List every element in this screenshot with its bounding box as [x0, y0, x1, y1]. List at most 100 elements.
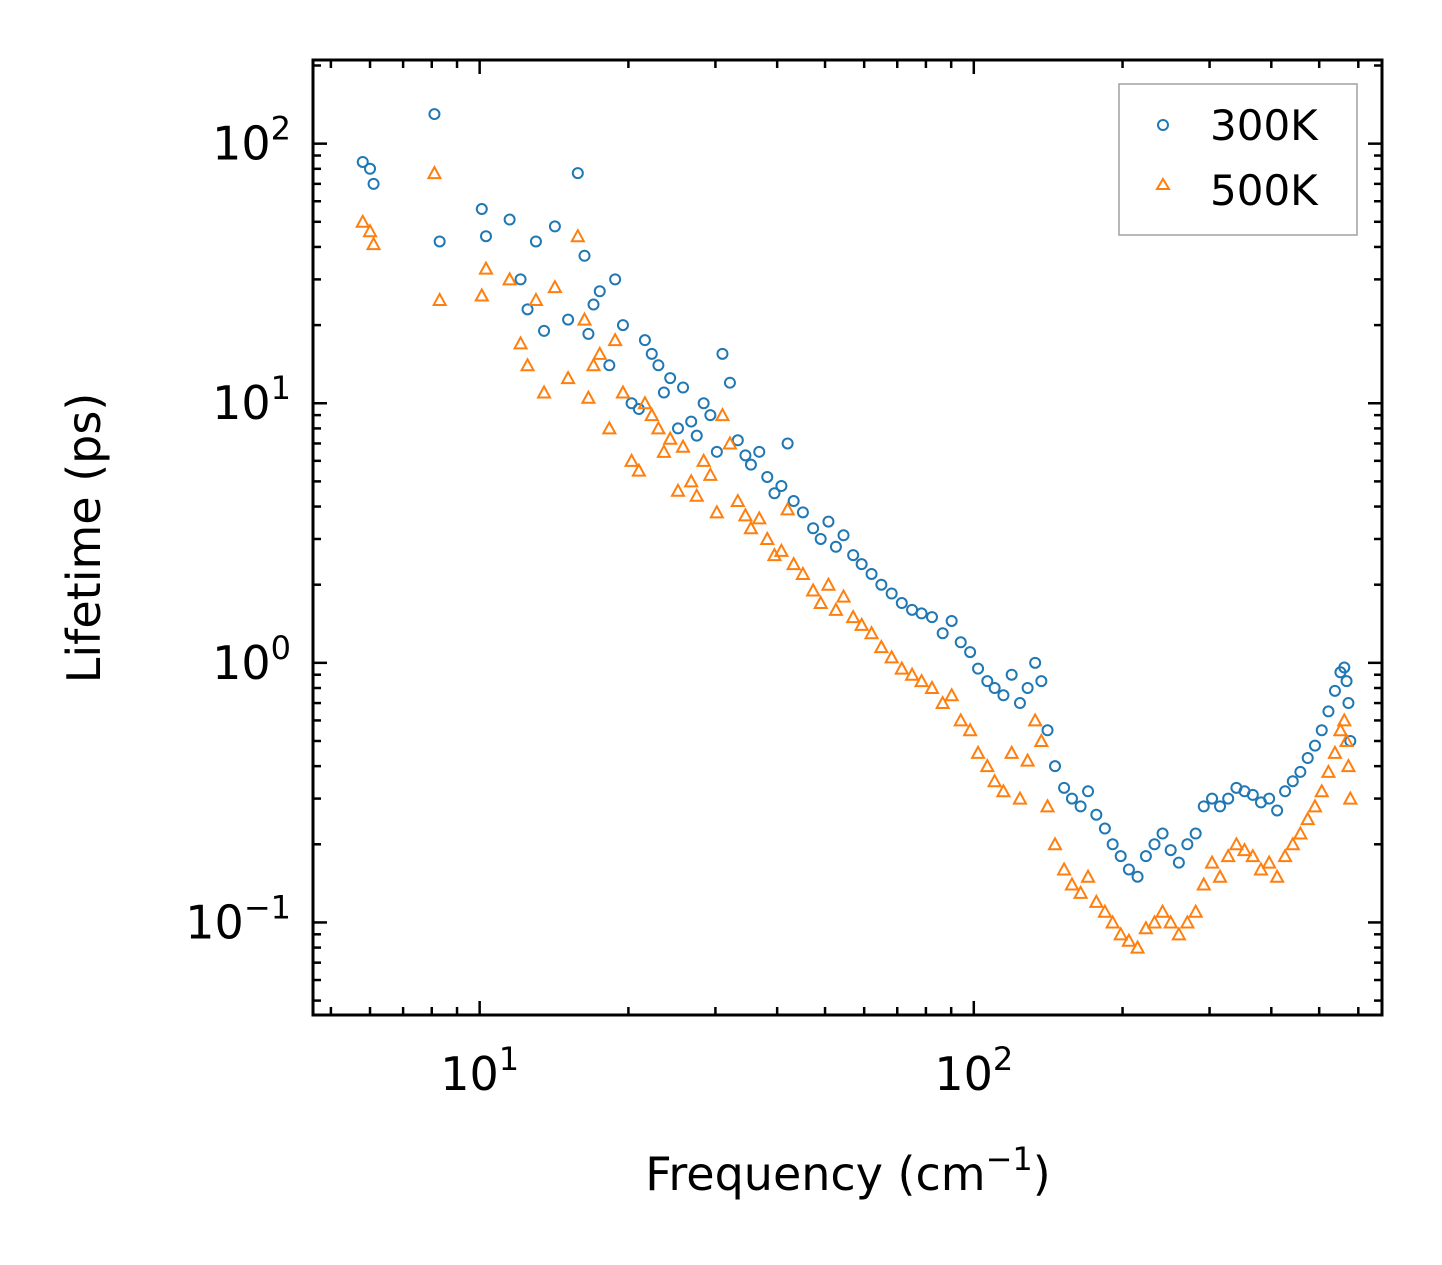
point-500K: [737, 507, 754, 522]
point-300K: [645, 347, 658, 360]
point-300K: [954, 636, 967, 649]
point-300K: [1189, 827, 1202, 840]
point-500K: [1097, 903, 1113, 918]
point-300K: [1214, 800, 1227, 813]
point-300K: [571, 167, 584, 180]
legend-box: [1118, 83, 1358, 236]
point-500K: [820, 576, 837, 591]
point-500K: [962, 722, 978, 737]
point-300K: [1041, 724, 1054, 737]
point-500K: [795, 565, 811, 580]
point-300K: [964, 646, 977, 659]
point-500K: [528, 291, 544, 306]
point-500K: [1307, 798, 1323, 813]
point-500K: [607, 332, 623, 347]
point-500K: [785, 556, 802, 571]
point-300K: [1090, 808, 1103, 821]
point-500K: [560, 369, 576, 385]
point-500K: [766, 547, 783, 562]
point-300K: [1139, 850, 1152, 863]
point-500K: [1332, 722, 1349, 737]
point-500K: [1261, 854, 1277, 869]
series-500K: [355, 165, 1358, 954]
point-300K: [1172, 856, 1185, 869]
plot-frame: [311, 58, 1384, 1017]
point-500K: [1320, 763, 1337, 778]
point-300K: [710, 445, 723, 458]
point-300K: [433, 235, 446, 248]
point-300K: [1058, 781, 1071, 794]
point-500K: [656, 443, 672, 458]
point-300K: [652, 359, 665, 372]
point-500K: [365, 236, 382, 251]
point-300K: [503, 213, 516, 226]
tick-labels: 101 102 10−1 100 101 102: [185, 110, 1013, 1101]
point-300K: [814, 532, 827, 545]
point-500K: [355, 213, 371, 228]
point-500K: [615, 384, 631, 399]
point-300K: [945, 614, 958, 627]
x-tick-label: 102: [934, 1040, 1013, 1101]
point-300K: [1308, 739, 1321, 752]
point-500K: [683, 473, 699, 488]
point-500K: [904, 666, 920, 681]
point-300K: [829, 540, 842, 553]
point-300K: [1294, 765, 1307, 778]
point-500K: [1342, 790, 1358, 805]
point-300K: [837, 529, 850, 542]
point-500K: [883, 649, 900, 664]
point-500K: [828, 601, 844, 616]
point-300K: [1114, 850, 1127, 863]
point-500K: [1340, 758, 1357, 773]
point-300K: [1328, 684, 1341, 697]
point-300K: [1035, 675, 1048, 688]
point-500K: [547, 279, 563, 294]
point-300K: [1049, 760, 1062, 773]
point-500K: [805, 582, 821, 597]
point-300K: [936, 627, 949, 640]
point-500K: [570, 228, 586, 243]
point-300K: [875, 578, 888, 591]
point-500K: [1027, 712, 1043, 727]
point-500K: [751, 510, 767, 525]
point-300K: [1301, 751, 1314, 764]
point-500K: [1220, 848, 1236, 863]
data-points: [355, 108, 1358, 954]
point-500K: [1113, 926, 1129, 941]
point-500K: [1039, 798, 1056, 813]
legend: 300K 500K: [1118, 83, 1358, 236]
point-500K: [592, 345, 608, 360]
point-300K: [479, 230, 492, 243]
point-300K: [1131, 870, 1144, 883]
point-500K: [1104, 914, 1121, 929]
point-500K: [689, 487, 705, 502]
point-500K: [1327, 744, 1343, 759]
point-300K: [1122, 863, 1135, 876]
point-500K: [662, 430, 678, 445]
point-500K: [1277, 848, 1293, 863]
legend-marker-300k: [1157, 119, 1169, 131]
point-500K: [1146, 914, 1163, 929]
point-300K: [704, 409, 717, 422]
point-300K: [685, 415, 698, 428]
point-500K: [943, 687, 960, 702]
point-500K: [773, 542, 790, 557]
point-300K: [1197, 800, 1210, 813]
point-300K: [781, 437, 794, 450]
point-500K: [1253, 861, 1269, 876]
point-300K: [697, 397, 710, 410]
point-500K: [709, 504, 725, 519]
point-300K: [1340, 675, 1353, 688]
y-tick-label: 102: [212, 110, 291, 171]
point-300K: [1106, 838, 1119, 851]
point-300K: [731, 434, 744, 447]
point-300K: [1082, 785, 1095, 798]
point-300K: [1164, 844, 1177, 857]
point-500K: [1292, 825, 1309, 840]
point-500K: [631, 462, 647, 477]
point-500K: [1187, 903, 1204, 918]
point-300K: [616, 319, 629, 332]
point-500K: [1338, 732, 1355, 747]
point-500K: [1154, 903, 1171, 918]
point-300K: [521, 303, 534, 316]
